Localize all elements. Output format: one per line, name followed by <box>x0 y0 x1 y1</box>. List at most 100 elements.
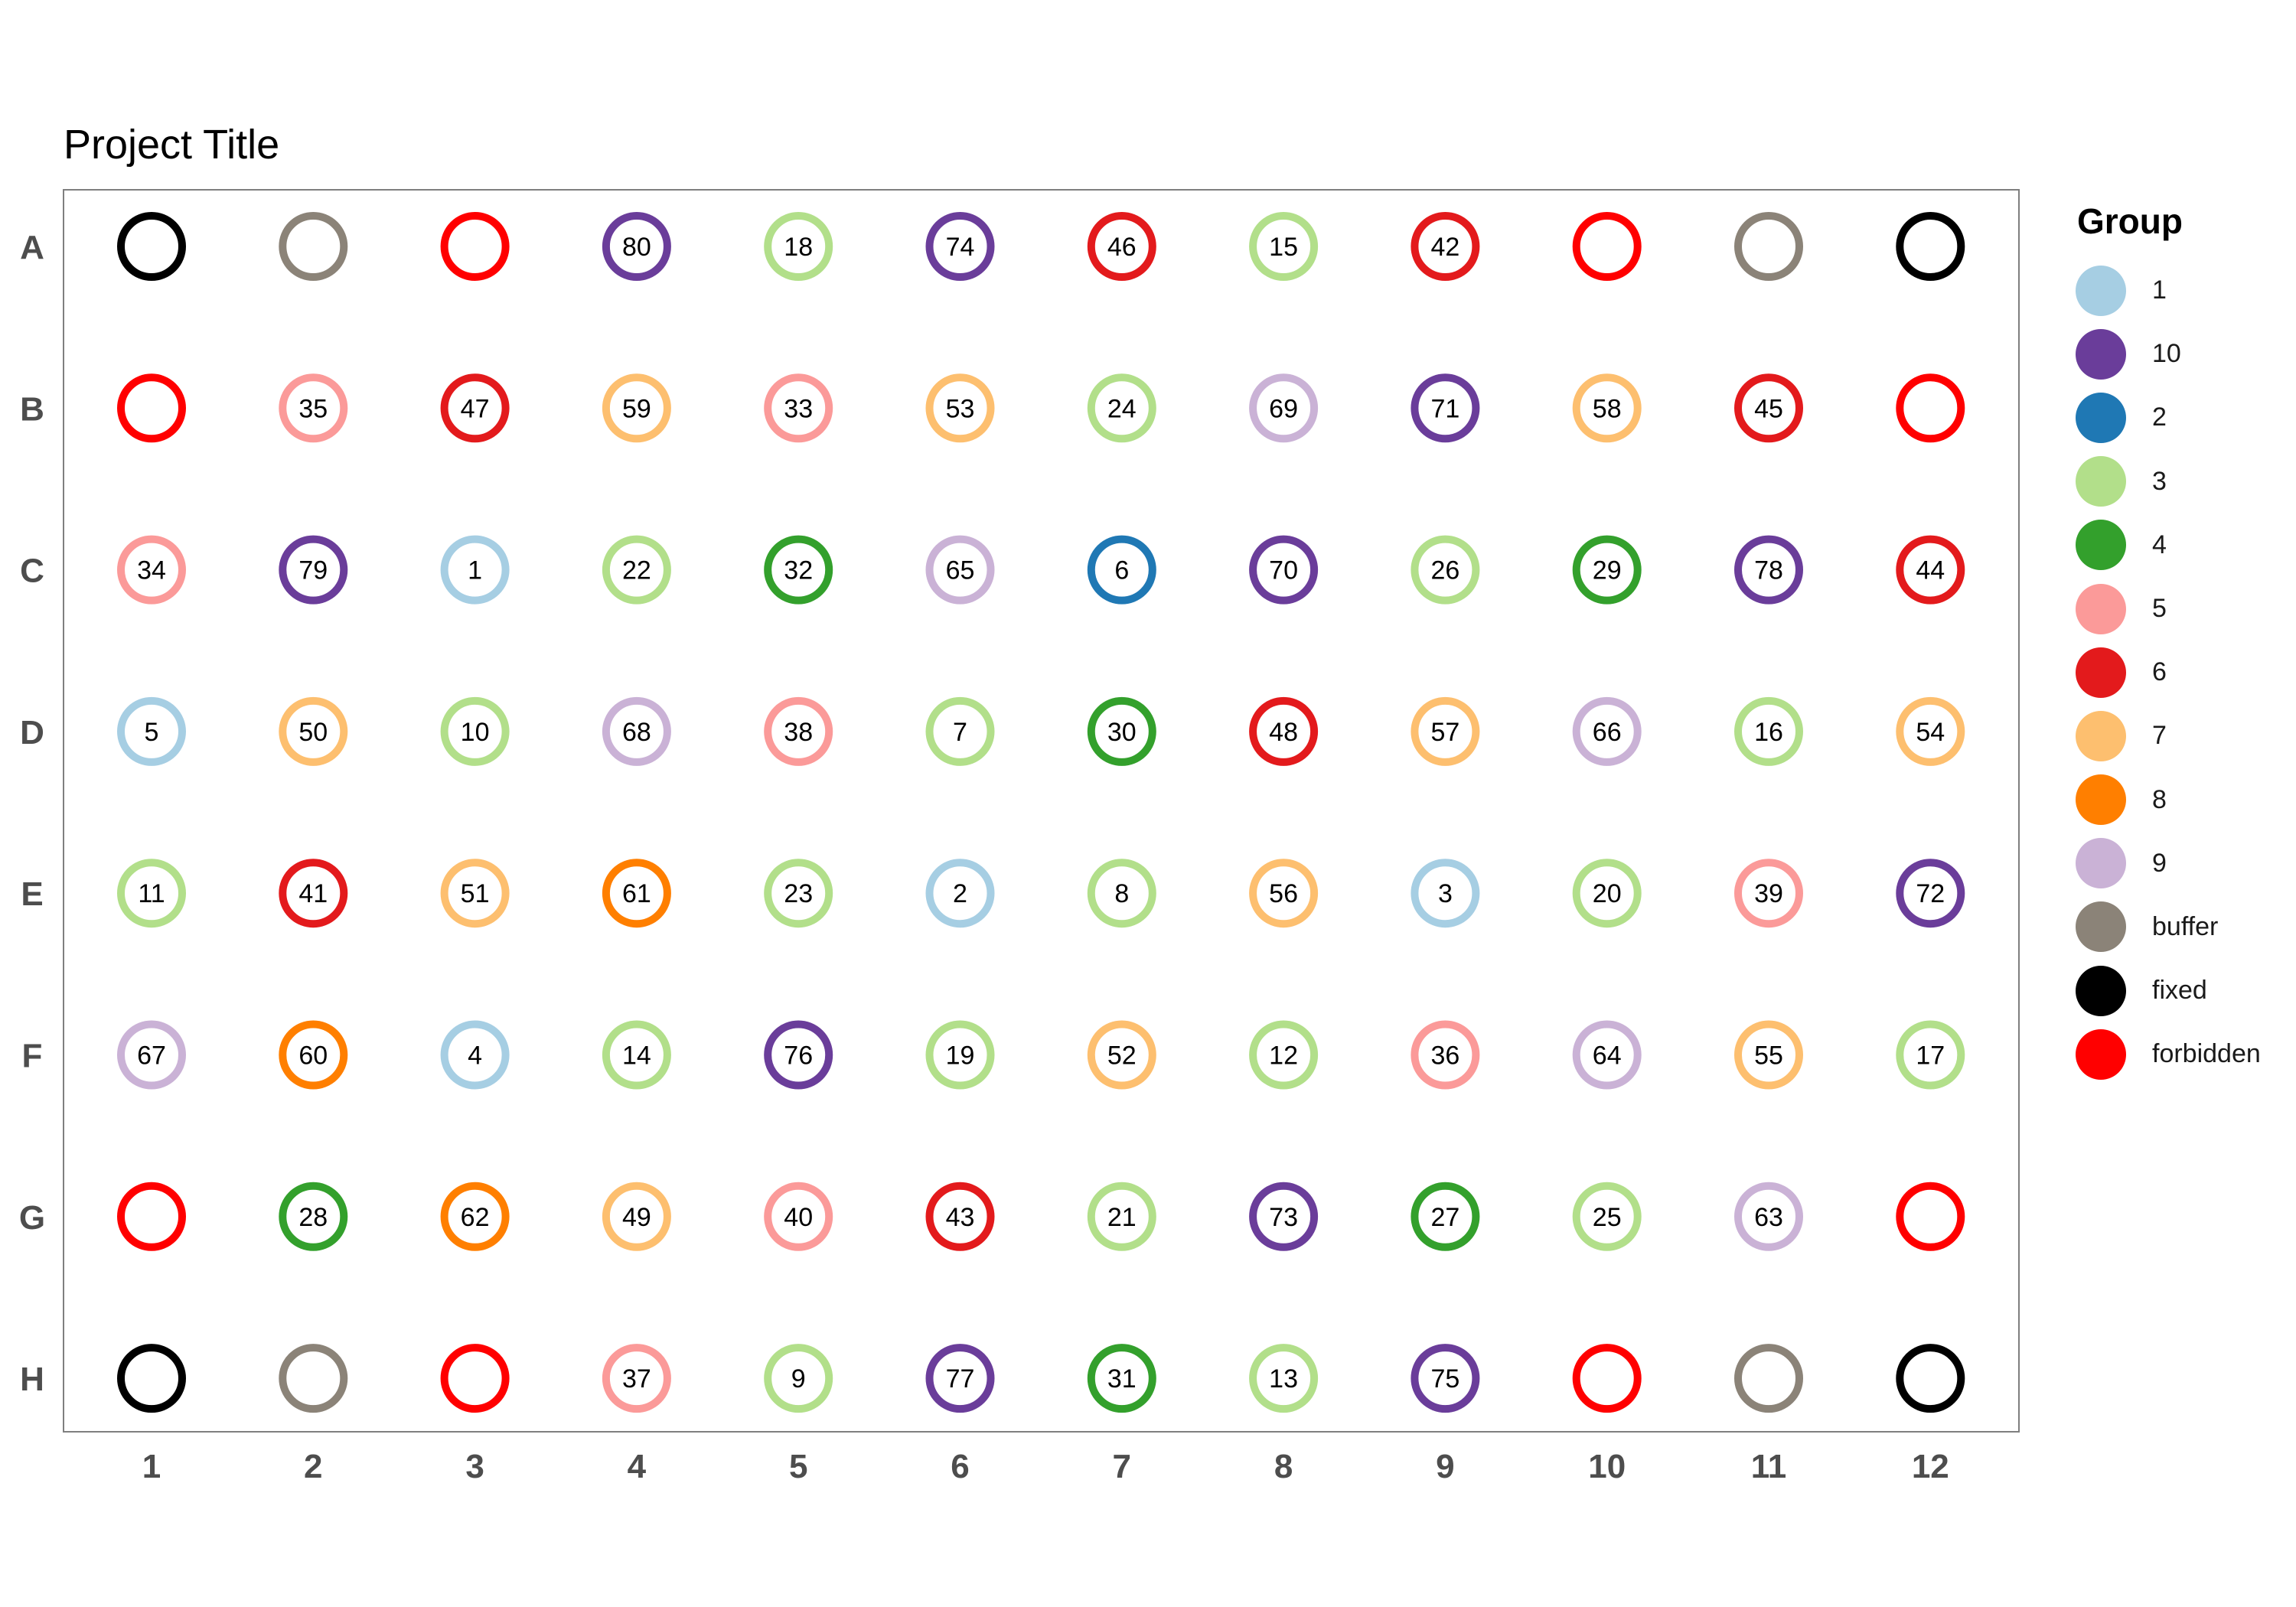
well-label-D9: 57 <box>1430 718 1459 747</box>
legend-key-2 <box>2076 392 2126 443</box>
well-H3 <box>440 1344 510 1413</box>
well-F11 <box>1734 1020 1803 1090</box>
legend-label-10: 10 <box>2152 339 2181 369</box>
well-label-C11: 78 <box>1754 556 1783 585</box>
well-label-B9: 71 <box>1430 394 1459 423</box>
well-B10 <box>1572 373 1642 443</box>
well-label-C2: 79 <box>298 556 328 585</box>
well-label-B4: 59 <box>622 394 651 423</box>
well-A12 <box>1896 212 1965 281</box>
well-label-C9: 26 <box>1430 556 1459 585</box>
well-G2 <box>279 1182 348 1251</box>
well-B4 <box>602 373 671 443</box>
well-label-F1: 67 <box>137 1041 166 1071</box>
legend-item-2: 2 <box>2076 386 2261 449</box>
well-B11 <box>1734 373 1803 443</box>
column-label-1: 1 <box>142 1448 161 1485</box>
well-C10 <box>1572 535 1642 605</box>
legend-item-buffer: buffer <box>2076 895 2261 959</box>
well-C5 <box>764 535 833 605</box>
row-label-B: B <box>20 390 44 428</box>
legend-key-6 <box>2076 647 2126 698</box>
well-label-D1: 5 <box>145 718 159 747</box>
well-label-C8: 70 <box>1269 556 1298 585</box>
well-label-G2: 28 <box>298 1203 328 1232</box>
chart-title: Project Title <box>64 122 280 168</box>
well-E6 <box>925 859 995 928</box>
well-label-H7: 31 <box>1107 1364 1137 1393</box>
well-F7 <box>1087 1020 1156 1090</box>
legend-item-3: 3 <box>2076 450 2261 513</box>
well-C7 <box>1087 535 1156 605</box>
well-D6 <box>925 696 995 766</box>
legend-items: 1 10 2 3 4 5 6 7 8 9 buffer fixed forbidden <box>2076 259 2261 1086</box>
well-H2 <box>279 1344 348 1413</box>
well-E7 <box>1087 859 1156 928</box>
well-label-E6: 2 <box>953 879 967 908</box>
well-label-G4: 49 <box>622 1203 651 1232</box>
well-H9 <box>1411 1344 1480 1413</box>
well-A6 <box>925 212 995 281</box>
legend-key-3 <box>2076 456 2126 507</box>
well-label-E10: 20 <box>1593 879 1622 908</box>
well-label-E5: 23 <box>784 879 813 908</box>
well-label-F4: 14 <box>622 1041 651 1071</box>
well-label-E9: 3 <box>1438 879 1453 908</box>
well-G1 <box>117 1182 186 1251</box>
well-label-C12: 44 <box>1916 556 1945 585</box>
well-G5 <box>764 1182 833 1251</box>
well-E1 <box>117 859 186 928</box>
well-label-F12: 17 <box>1916 1041 1945 1071</box>
column-label-3: 3 <box>465 1448 484 1485</box>
well-label-C10: 29 <box>1593 556 1622 585</box>
column-label-10: 10 <box>1588 1448 1626 1485</box>
well-B9 <box>1411 373 1480 443</box>
well-label-H8: 13 <box>1269 1364 1298 1393</box>
well-A7 <box>1087 212 1156 281</box>
well-C3 <box>440 535 510 605</box>
legend-label-fixed: fixed <box>2152 976 2207 1006</box>
well-D10 <box>1572 696 1642 766</box>
well-H5 <box>764 1344 833 1413</box>
well-label-G8: 73 <box>1269 1203 1298 1232</box>
row-label-H: H <box>20 1361 44 1398</box>
column-label-2: 2 <box>304 1448 322 1485</box>
column-label-7: 7 <box>1113 1448 1131 1485</box>
row-label-F: F <box>22 1038 43 1075</box>
row-label-D: D <box>20 714 44 751</box>
well-C11 <box>1734 535 1803 605</box>
well-label-E4: 61 <box>622 879 651 908</box>
legend-item-7: 7 <box>2076 704 2261 768</box>
well-F2 <box>279 1020 348 1090</box>
well-H7 <box>1087 1344 1156 1413</box>
well-label-C4: 22 <box>622 556 651 585</box>
column-label-12: 12 <box>1912 1448 1949 1485</box>
well-E3 <box>440 859 510 928</box>
well-E2 <box>279 859 348 928</box>
well-C1 <box>117 535 186 605</box>
well-label-B7: 24 <box>1107 394 1137 423</box>
column-label-4: 4 <box>628 1448 647 1485</box>
well-B12 <box>1896 373 1965 443</box>
well-G8 <box>1249 1182 1319 1251</box>
well-label-D11: 16 <box>1754 718 1783 747</box>
column-label-8: 8 <box>1274 1448 1293 1485</box>
well-C9 <box>1411 535 1480 605</box>
well-A9 <box>1411 212 1480 281</box>
legend-item-1: 1 <box>2076 259 2261 322</box>
well-label-H4: 37 <box>622 1364 651 1393</box>
well-C12 <box>1896 535 1965 605</box>
well-G10 <box>1572 1182 1642 1251</box>
legend-label-4: 4 <box>2152 530 2167 559</box>
well-G7 <box>1087 1182 1156 1251</box>
well-G9 <box>1411 1182 1480 1251</box>
well-label-B6: 53 <box>946 394 975 423</box>
well-D9 <box>1411 696 1480 766</box>
well-label-D2: 50 <box>298 718 328 747</box>
well-A1 <box>117 212 186 281</box>
legend-item-5: 5 <box>2076 577 2261 641</box>
well-label-E1: 11 <box>138 879 165 908</box>
legend-key-5 <box>2076 583 2126 634</box>
legend-label-8: 8 <box>2152 784 2167 814</box>
